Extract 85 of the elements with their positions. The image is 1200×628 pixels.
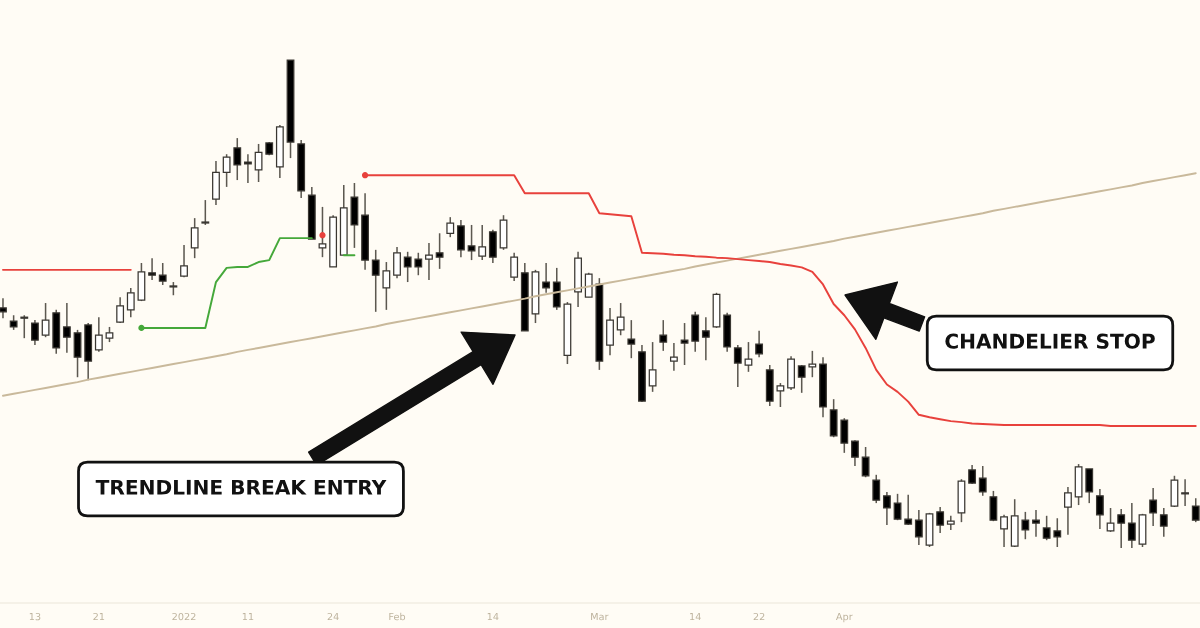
- candlestick: [382, 261, 391, 311]
- candlestick: [1085, 468, 1094, 504]
- candlestick: [254, 143, 263, 183]
- candlestick: [233, 137, 242, 181]
- x-tick-label: Feb: [389, 612, 406, 621]
- x-tick-label: 24: [327, 612, 339, 621]
- candlestick: [446, 216, 455, 238]
- candlestick: [126, 287, 135, 318]
- candlestick: [148, 257, 157, 281]
- x-tick-label: 2022: [172, 612, 196, 621]
- candlestick: [478, 224, 487, 261]
- candlestick: [989, 490, 998, 522]
- candlestick: [1159, 507, 1168, 538]
- candlestick: [776, 382, 785, 408]
- candlestick: [371, 249, 380, 313]
- candlestick: [318, 206, 327, 258]
- candlestick: [1117, 508, 1126, 549]
- x-tick-label: 21: [93, 612, 105, 621]
- candlestick: [584, 272, 593, 298]
- candlestick: [31, 319, 39, 346]
- candlestick: [1106, 507, 1115, 533]
- x-tick-label: 13: [29, 612, 41, 621]
- candlestick: [1095, 488, 1104, 530]
- candlestick: [914, 509, 923, 546]
- candlestick: [1021, 511, 1030, 540]
- x-tick-label: 22: [753, 612, 765, 621]
- candlestick: [414, 252, 423, 276]
- candlestick: [180, 244, 188, 278]
- candlestick: [456, 219, 465, 258]
- candlestick: [1149, 487, 1158, 527]
- candlestick: [808, 350, 817, 378]
- candlestick: [1042, 515, 1051, 541]
- candlestick: [627, 319, 636, 359]
- candlestick: [393, 246, 401, 279]
- candlestick: [904, 494, 913, 526]
- candlestick: [882, 491, 891, 526]
- candlestick: [467, 224, 476, 261]
- x-tick-label: Apr: [835, 613, 853, 623]
- candlestick: [861, 446, 870, 479]
- candlestick: [840, 417, 849, 454]
- candlestick: [1191, 497, 1200, 523]
- candlestick: [435, 232, 444, 270]
- candlestick: [201, 199, 210, 226]
- candlestick: [797, 364, 806, 394]
- annotation: CHANDELIER STOP: [945, 333, 1155, 349]
- x-tick-label: 11: [242, 613, 254, 621]
- candlestick: [744, 341, 753, 373]
- candlestick: [946, 515, 955, 531]
- x-tick-label: 14: [690, 613, 701, 621]
- candlestick: [158, 262, 167, 286]
- candlestick: [755, 330, 764, 358]
- candlestick: [733, 344, 742, 388]
- candlestick: [20, 314, 29, 339]
- candlestick: [425, 242, 433, 281]
- candlestick: [1064, 486, 1072, 536]
- candlestick: [893, 493, 902, 521]
- candlestick: [510, 252, 519, 282]
- candlestick: [659, 319, 668, 352]
- candlestick: [542, 262, 551, 294]
- candlestick: [403, 251, 412, 283]
- candlestick: [222, 153, 231, 188]
- candlestick: [116, 296, 125, 324]
- candlestick: [1032, 509, 1040, 538]
- candlestick: [978, 465, 987, 497]
- candlestick: [243, 153, 252, 184]
- candlestick: [616, 302, 625, 337]
- x-tick-label: 14: [487, 613, 499, 621]
- candlestick: [701, 316, 710, 361]
- candlestick: [94, 316, 103, 353]
- candlestick: [680, 322, 689, 366]
- candlestick: [648, 341, 657, 393]
- candlestick: [936, 506, 945, 534]
- candlestick: [190, 217, 199, 259]
- candlestick: [1000, 514, 1008, 548]
- x-tick-label: Mar: [591, 613, 609, 621]
- candlestick: [1181, 478, 1190, 507]
- candlestick: [62, 302, 71, 354]
- candlestick: [1127, 502, 1136, 549]
- candlestick: [41, 302, 50, 338]
- candlestick: [872, 474, 881, 504]
- annotation: TRENDLINE BREAK ENTRY: [95, 479, 387, 495]
- candlestick: [0, 297, 7, 319]
- candlestick: [669, 342, 678, 372]
- candlestick: [1053, 517, 1062, 548]
- candlestick: [851, 439, 859, 467]
